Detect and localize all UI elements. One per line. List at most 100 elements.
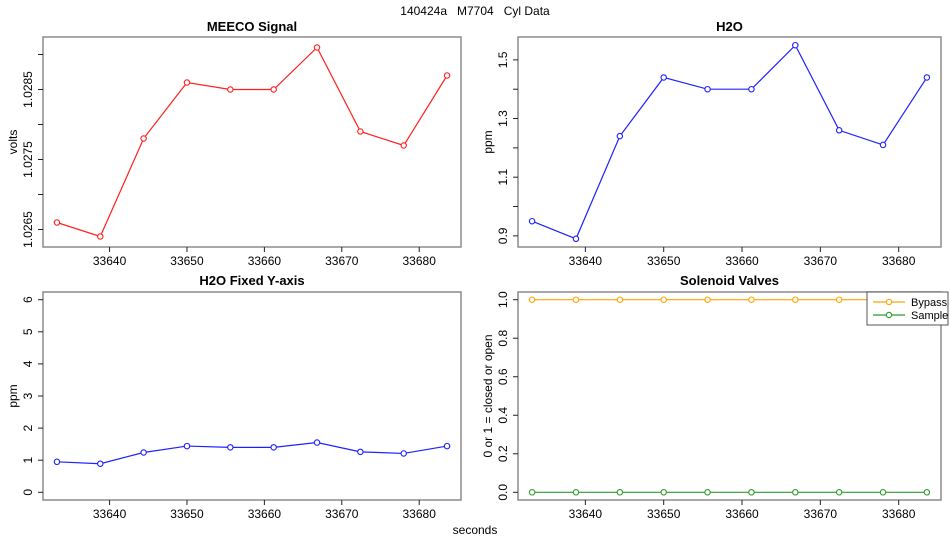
data-point-marker — [835, 296, 843, 303]
y-tick-label: 0.2 — [496, 445, 510, 462]
data-point-marker — [835, 127, 843, 134]
x-tick-label: 33640 — [569, 254, 603, 268]
data-point-marker — [704, 85, 711, 93]
data-point-marker — [792, 489, 799, 496]
panel-title-solenoid-valves: Solenoid Valves — [680, 273, 779, 288]
data-point-marker — [183, 442, 191, 450]
x-tick-label: 33670 — [804, 507, 838, 521]
data-point-marker — [528, 217, 536, 225]
y-tick-label: 1.0275 — [21, 141, 35, 178]
plot-box — [517, 291, 942, 501]
page-title: 140424a M7704 Cyl Data — [400, 4, 550, 18]
data-point-marker — [835, 489, 843, 496]
y-tick-label: 0 — [21, 489, 35, 496]
x-tick-label: 33660 — [725, 254, 759, 268]
y-tick-label: 1.0265 — [21, 211, 35, 248]
x-tick-label: 33660 — [248, 254, 282, 268]
legend-marker — [885, 298, 893, 306]
y-tick-label: 0.4 — [496, 407, 510, 424]
y-tick-label: 1.0285 — [21, 71, 35, 108]
y-tick-label: 3 — [21, 392, 35, 399]
plot-box — [42, 291, 462, 501]
data-point-marker — [227, 86, 234, 93]
y-tick-label: 2 — [21, 424, 35, 431]
y-tick-label: 1.0 — [496, 291, 510, 308]
data-point-marker — [97, 233, 104, 240]
chart-panel-3: 33640 33650 33660 33670 33680 0.0 0.2 0.4 0.6 0.8… — [496, 291, 949, 521]
panel-title-meeco-signal: MEECO Signal — [206, 19, 298, 34]
data-point-marker — [357, 448, 364, 456]
data-point-marker — [792, 296, 799, 303]
data-point-marker — [748, 296, 755, 303]
x-tick-label: 33680 — [403, 254, 437, 268]
x-tick-label: 33660 — [725, 507, 759, 521]
x-tick-label: 33670 — [325, 254, 359, 268]
data-point-marker — [748, 85, 755, 93]
data-point-marker — [704, 489, 711, 496]
data-point-marker — [97, 460, 104, 467]
chart-panel-2: 33640 33650 33660 33670 33680 0 1 2 3 4 5 6 — [21, 291, 462, 521]
y-tick-label: 1.3 — [496, 110, 510, 127]
data-point-marker — [140, 135, 147, 142]
chart-panel-0: 33640 33650 33660 33670 33680 1.0265 1.0275 1.0… — [21, 36, 462, 268]
y-tick-label: 1 — [21, 457, 35, 464]
data-point-marker — [357, 128, 364, 135]
legend-label: Bypass — [911, 297, 948, 309]
y-tick-label: 0.0 — [496, 484, 510, 501]
data-point-marker — [270, 444, 277, 451]
data-point-marker — [53, 219, 61, 226]
x-axis-label-seconds: seconds — [452, 523, 498, 537]
data-point-marker — [660, 296, 667, 303]
data-point-marker — [400, 142, 407, 149]
x-tick-label: 33640 — [93, 254, 127, 268]
y-tick-label: 1.5 — [496, 51, 510, 68]
plot-box — [42, 36, 462, 248]
data-point-marker — [183, 79, 191, 86]
series-line — [56, 46, 448, 238]
y-tick-label: 0.9 — [496, 227, 510, 244]
x-tick-label: 33670 — [325, 507, 359, 521]
series-line — [531, 44, 928, 240]
data-point-marker — [313, 439, 321, 446]
data-point-marker — [792, 41, 799, 49]
y-tick-label: 4 — [21, 360, 35, 367]
panel-title-h2o-fixed: H2O Fixed Y-axis — [199, 273, 305, 288]
panel-title-h2o: H2O — [716, 19, 743, 34]
y-tick-label: 5 — [21, 328, 35, 335]
data-point-marker — [660, 74, 667, 81]
data-point-marker — [616, 296, 624, 303]
x-tick-label: 33660 — [248, 507, 282, 521]
chart-panel-1: 33640 33650 33660 33670 33680 0.9 1.1 1.3 1.5 — [496, 36, 942, 268]
data-point-marker — [748, 489, 755, 496]
x-tick-label: 33670 — [804, 254, 838, 268]
data-point-marker — [879, 489, 887, 496]
y-tick-label: 0.8 — [496, 330, 510, 347]
data-point-marker — [572, 489, 580, 496]
data-point-marker — [923, 489, 931, 496]
data-point-marker — [923, 74, 931, 81]
data-point-marker — [528, 296, 536, 303]
x-tick-label: 33640 — [93, 507, 127, 521]
x-tick-label: 33680 — [882, 254, 916, 268]
data-point-marker — [660, 489, 667, 496]
data-point-marker — [53, 458, 61, 466]
data-point-marker — [616, 132, 624, 140]
y-tick-label: 6 — [21, 296, 35, 303]
data-point-marker — [227, 444, 234, 451]
data-point-marker — [528, 489, 536, 496]
x-tick-label: 33650 — [647, 254, 681, 268]
x-tick-label: 33680 — [403, 507, 437, 521]
data-point-marker — [443, 442, 451, 450]
x-tick-label: 33650 — [170, 254, 204, 268]
data-point-marker — [443, 72, 451, 79]
x-tick-label: 33640 — [569, 507, 603, 521]
y-tick-label: 0.6 — [496, 368, 510, 385]
data-point-marker — [140, 449, 147, 456]
y-tick-label: 1.1 — [496, 169, 510, 186]
x-tick-label: 33680 — [882, 507, 916, 521]
data-point-marker — [572, 296, 580, 303]
x-tick-label: 33650 — [647, 507, 681, 521]
legend-marker — [885, 311, 893, 319]
